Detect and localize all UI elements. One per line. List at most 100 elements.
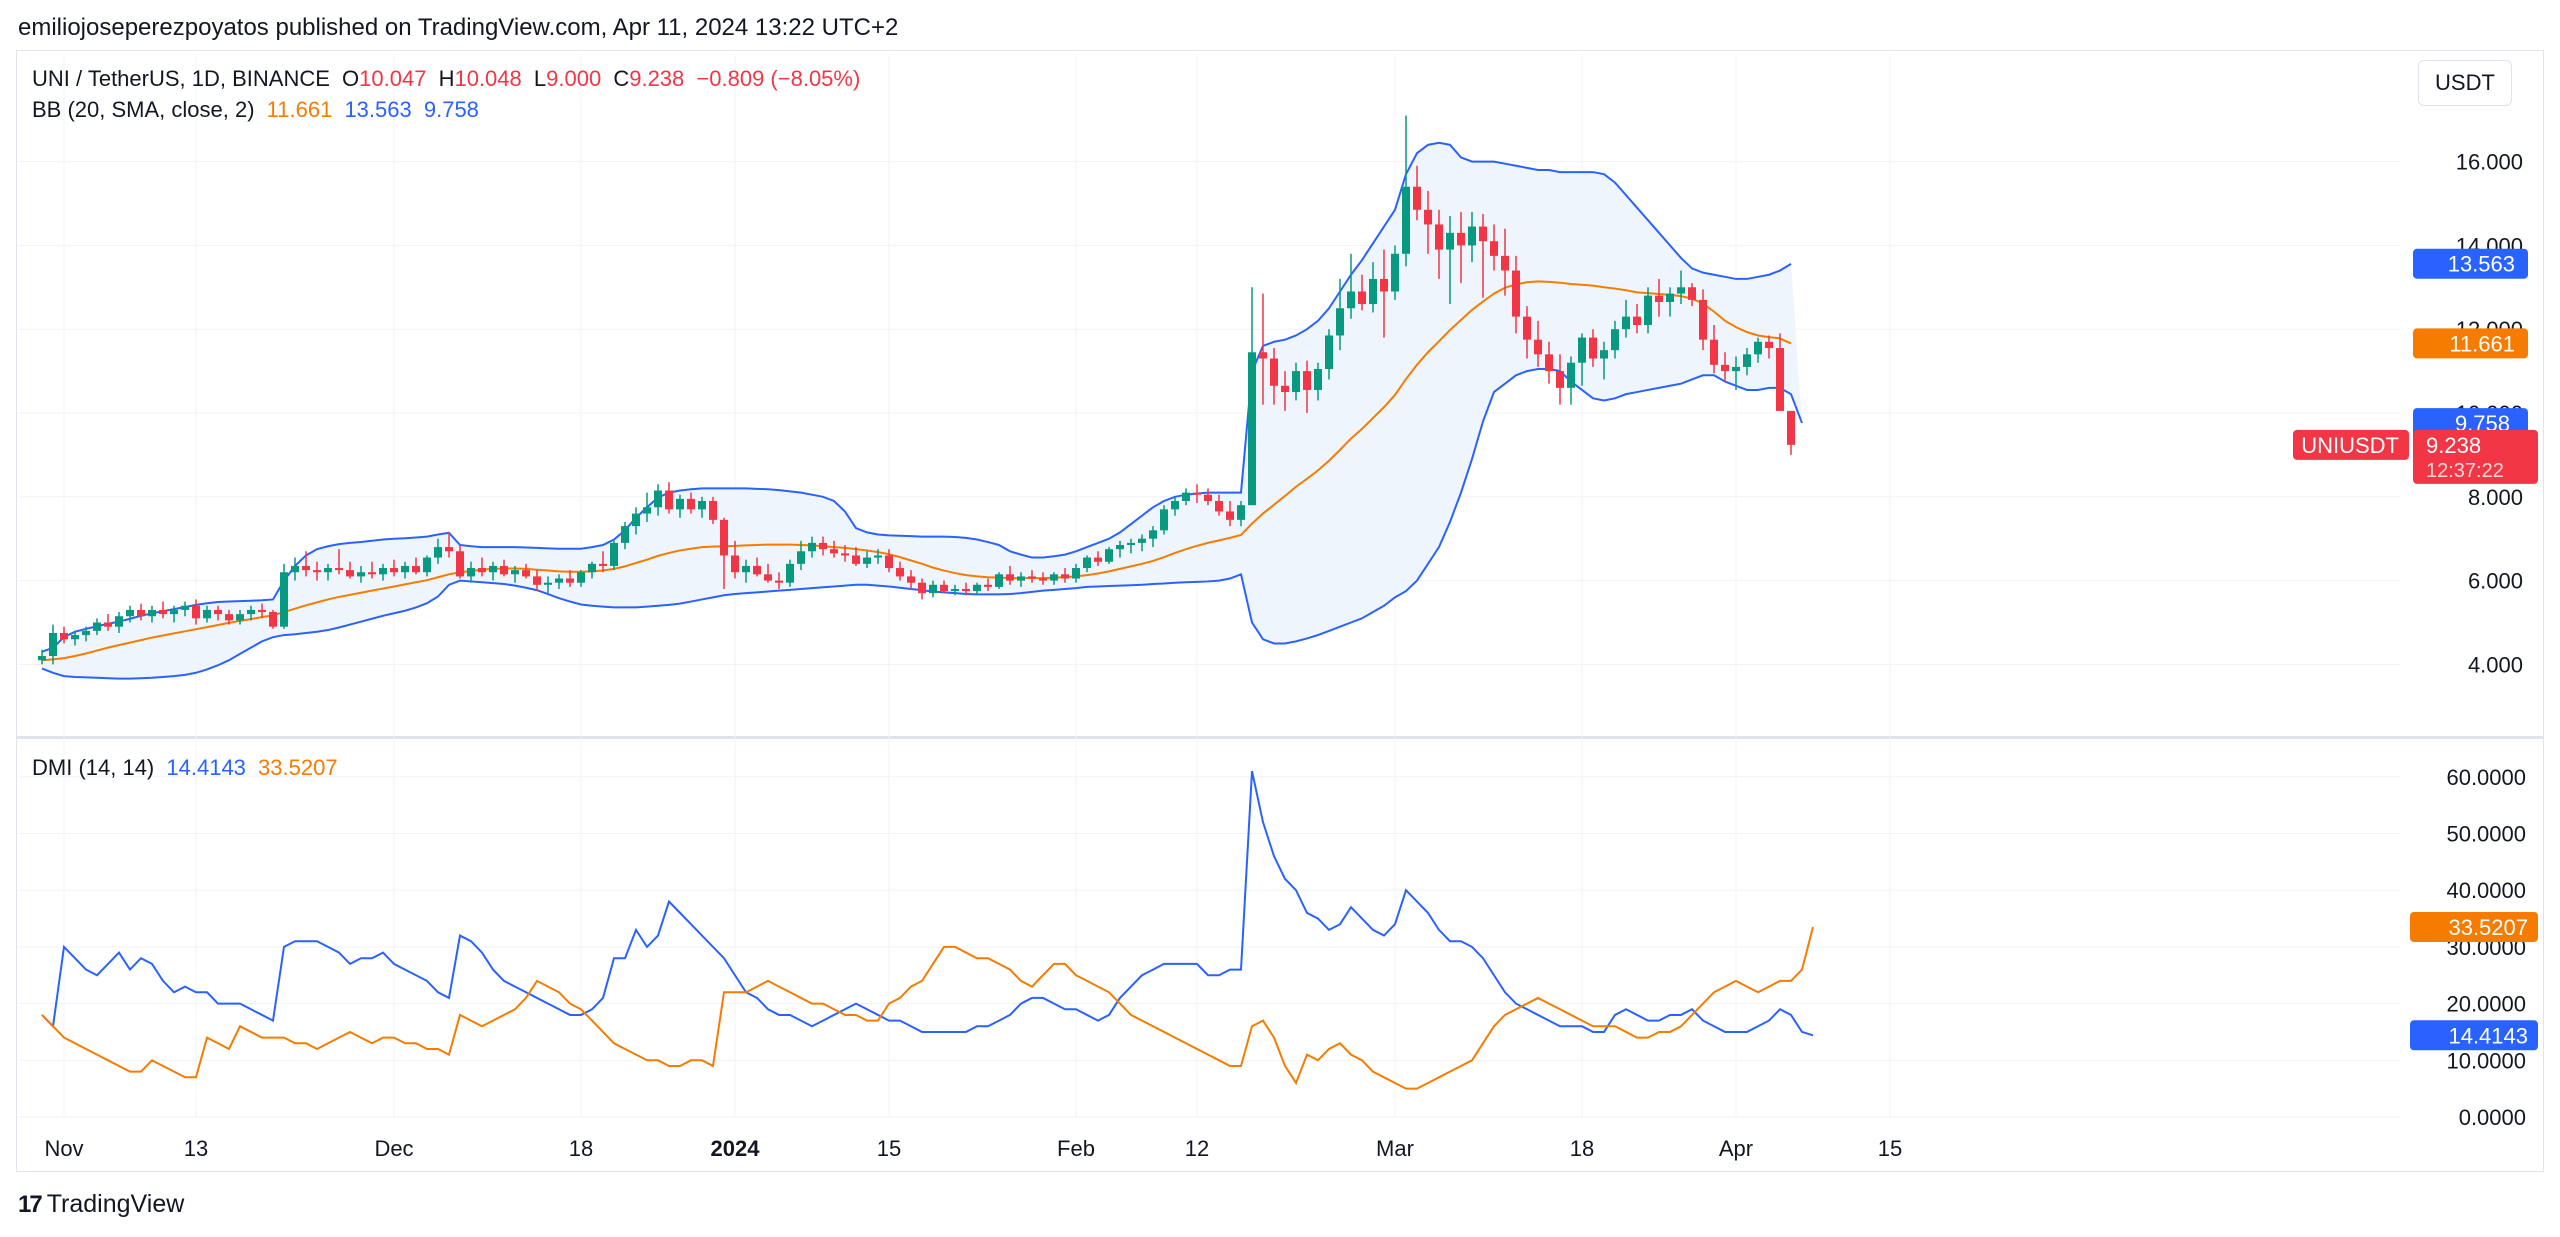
candle-136 [1534, 320, 1542, 367]
candle-101 [1149, 526, 1157, 548]
candle-147 [1655, 278, 1663, 317]
candle-113 [1281, 371, 1289, 411]
candle-body [214, 609, 222, 615]
candle-body [907, 576, 915, 583]
candle-body [258, 609, 266, 613]
candle-body [269, 612, 277, 627]
candle-body [1402, 186, 1410, 254]
bb-title[interactable]: BB (20, SMA, close, 2) [32, 97, 255, 122]
candle-143 [1611, 320, 1619, 359]
candle-94 [1072, 563, 1080, 583]
candle-52 [610, 540, 618, 571]
candle-body [71, 635, 79, 640]
candle-body [335, 568, 343, 571]
candle-121 [1369, 262, 1377, 313]
candle-120 [1358, 274, 1366, 311]
candle-152 [1710, 325, 1718, 374]
candle-body [115, 616, 123, 627]
dmi-minus-value: 33.5207 [258, 755, 338, 780]
candle-body [1226, 511, 1234, 520]
price-tick-label: 4.000 [2468, 652, 2523, 677]
candle-body [929, 584, 937, 594]
x-tick-label: 2024 [711, 1136, 761, 1161]
candle-body [885, 555, 893, 569]
candle-body [423, 557, 431, 573]
candle-body [1556, 371, 1564, 388]
candle-155 [1743, 348, 1751, 376]
bb-legend[interactable]: BB (20, SMA, close, 2) 11.661 13.563 9.7… [32, 97, 485, 123]
candle-body [698, 500, 706, 510]
candle-40 [478, 557, 486, 577]
bb-lower-line [41, 368, 1803, 680]
candle-103 [1171, 496, 1179, 516]
bb-basis-badge-bg [2413, 328, 2528, 359]
x-tick-label: Nov [44, 1136, 83, 1161]
candle-body [357, 572, 365, 577]
candle-38 [456, 544, 464, 579]
main-legend[interactable]: UNI / TetherUS, 1D, BINANCE O10.047 H10.… [32, 66, 866, 92]
candle-body [104, 622, 112, 627]
candle-body [1127, 542, 1135, 545]
dmi-plus-badge: 14.4143 [2448, 1023, 2528, 1048]
dmi-tick-label: 50.0000 [2446, 822, 2526, 847]
candle-115 [1303, 360, 1311, 413]
candle-11 [159, 601, 167, 619]
candle-12 [170, 605, 178, 623]
candle-106 [1204, 488, 1212, 506]
candle-body [1072, 568, 1080, 579]
candle-27 [335, 549, 343, 575]
candle-body [1699, 299, 1707, 340]
candle-59 [687, 492, 695, 514]
candle-31 [379, 563, 387, 581]
candle-body [1677, 287, 1685, 294]
candle-body [1171, 500, 1179, 510]
candle-77 [885, 549, 893, 573]
candle-body [1457, 232, 1465, 246]
candle-body [1446, 232, 1454, 250]
candle-body [1468, 226, 1476, 246]
candle-10 [148, 605, 156, 623]
candle-body [918, 582, 926, 594]
candle-126 [1424, 190, 1432, 254]
candle-26 [324, 563, 332, 581]
candle-body [775, 580, 783, 583]
candle-body [544, 582, 552, 585]
candle-body [1303, 371, 1311, 390]
candle-85 [973, 582, 981, 596]
candle-body [1578, 337, 1586, 363]
candle-68 [786, 559, 794, 587]
candle-98 [1116, 540, 1124, 558]
candle-110 [1248, 287, 1256, 506]
open-value: 10.047 [359, 66, 427, 91]
tradingview-brand[interactable]: 17 TradingView [18, 1190, 184, 1219]
dmi-tick-label: 10.0000 [2446, 1048, 2526, 1073]
candle-4 [82, 626, 90, 642]
candle-body [379, 568, 387, 575]
candle-76 [874, 549, 882, 564]
candle-body [1138, 538, 1146, 543]
candle-body [1094, 557, 1102, 562]
symbol-title[interactable]: UNI / TetherUS, 1D, BINANCE [32, 66, 330, 91]
candle-109 [1237, 500, 1245, 527]
dmi-title[interactable]: DMI (14, 14) [32, 755, 155, 780]
candle-body [1424, 209, 1432, 225]
candle-body [324, 568, 332, 573]
x-tick-label: Mar [1376, 1136, 1414, 1161]
pane-divider[interactable] [17, 736, 2543, 739]
currency-button[interactable]: USDT [2418, 60, 2512, 106]
candle-body [852, 555, 860, 564]
candle-5 [93, 618, 101, 636]
candle-body [1413, 186, 1421, 210]
candle-150 [1688, 283, 1696, 307]
candle-86 [984, 578, 992, 592]
candle-88 [1006, 565, 1014, 585]
candle-body [1490, 241, 1498, 256]
candle-body [1622, 316, 1630, 330]
candle-45 [533, 570, 541, 592]
candle-79 [907, 570, 915, 589]
candle-96 [1094, 551, 1102, 566]
high-label: H [438, 66, 455, 91]
candle-body [1017, 576, 1025, 581]
dmi-legend[interactable]: DMI (14, 14) 14.4143 33.5207 [32, 755, 344, 781]
